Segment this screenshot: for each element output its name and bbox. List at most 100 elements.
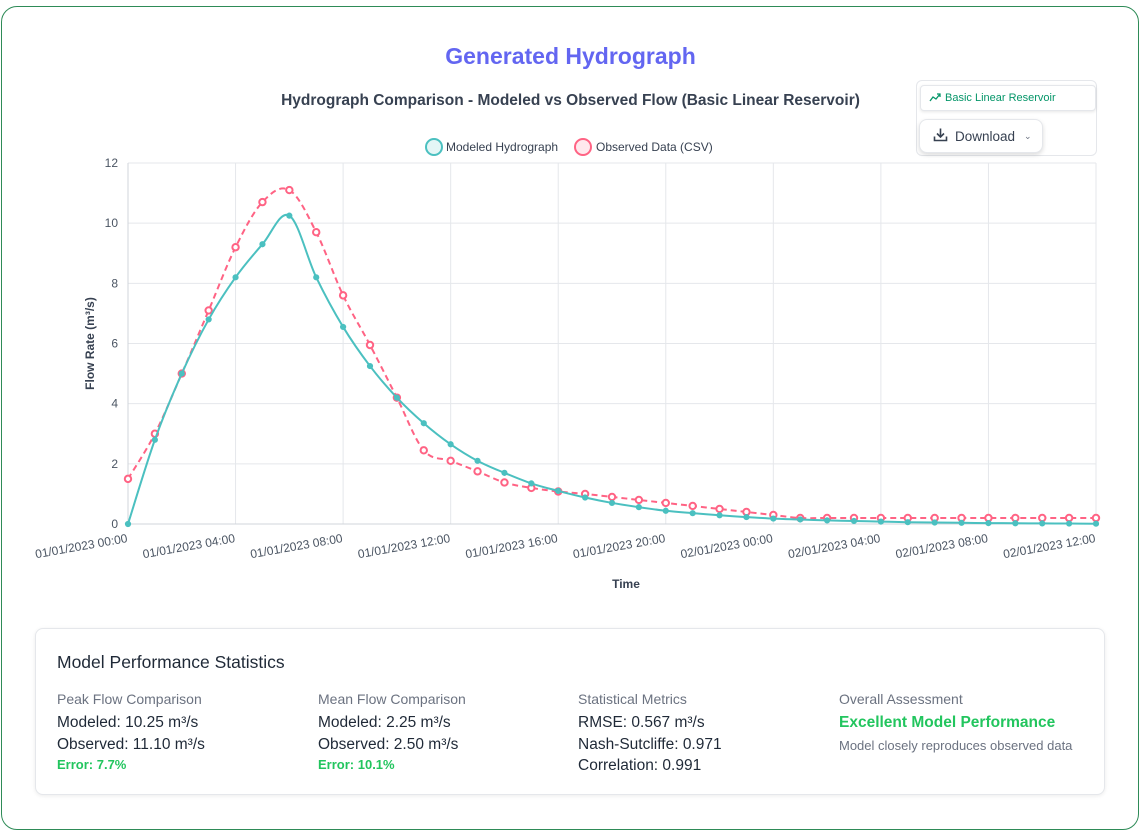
y-tick-label: 4 — [111, 397, 118, 411]
data-point[interactable] — [1012, 520, 1019, 527]
data-point[interactable] — [877, 518, 884, 525]
legend-label: Observed Data (CSV) — [596, 140, 713, 154]
metrics-label: Statistical Metrics — [578, 691, 687, 707]
data-point[interactable] — [340, 323, 347, 331]
data-point[interactable] — [931, 519, 938, 526]
data-point[interactable] — [501, 469, 508, 476]
series-line — [127, 187, 1096, 520]
chart-series — [123, 185, 1101, 528]
data-point[interactable] — [1092, 520, 1100, 527]
data-point[interactable] — [743, 513, 750, 521]
data-point[interactable] — [338, 291, 348, 300]
data-point[interactable] — [555, 487, 562, 495]
data-point[interactable] — [634, 495, 644, 505]
mean-observed: Observed: 2.50 m³/s — [318, 735, 459, 753]
data-point[interactable] — [607, 492, 617, 502]
legend-item-modeled[interactable]: Modeled Hydrograph — [425, 138, 558, 156]
data-point[interactable] — [313, 274, 320, 281]
peak-observed: Observed: 11.10 m³/s — [57, 735, 205, 753]
data-point[interactable] — [608, 499, 616, 507]
data-point[interactable] — [123, 474, 133, 484]
metrics-section: Statistical Metrics RMSE: 0.567 m³/s Nas… — [578, 691, 833, 777]
y-tick-label: 2 — [111, 457, 118, 471]
legend-swatch — [425, 138, 443, 156]
assessment-section: Overall Assessment Excellent Model Perfo… — [839, 691, 1094, 753]
series-modeled — [124, 212, 1100, 528]
chart-line-icon — [929, 92, 941, 105]
stats-title: Model Performance Statistics — [57, 652, 285, 672]
x-tick-label: 01/01/2023 16:00 — [464, 531, 559, 561]
data-point[interactable] — [365, 340, 375, 350]
data-point[interactable] — [770, 515, 777, 522]
data-point[interactable] — [204, 306, 213, 315]
y-tick-label: 12 — [105, 156, 119, 170]
x-tick-label: 01/01/2023 12:00 — [357, 531, 452, 561]
data-point[interactable] — [178, 370, 185, 377]
correlation-value: Correlation: 0.991 — [578, 757, 702, 774]
data-point[interactable] — [447, 441, 454, 448]
data-point[interactable] — [662, 507, 669, 514]
peak-flow-section: Peak Flow Comparison Modeled: 10.25 m³/s… — [57, 691, 312, 772]
x-tick-label: 01/01/2023 00:00 — [34, 531, 129, 561]
series-observed — [123, 185, 1101, 523]
nse-value: Nash-Sutcliffe: 0.971 — [578, 735, 722, 753]
data-point[interactable] — [1091, 513, 1101, 523]
peak-error: Error: 7.7% — [57, 757, 127, 772]
rmse-value: RMSE: 0.567 m³/s — [578, 714, 705, 731]
data-point[interactable] — [635, 504, 642, 511]
chevron-down-icon: ⌄ — [1024, 130, 1032, 141]
chart-toolbox: Basic Linear Reservoir Download ⌄ — [916, 80, 1097, 156]
data-point[interactable] — [824, 517, 831, 524]
data-point[interactable] — [232, 274, 239, 281]
data-point[interactable] — [1039, 520, 1046, 527]
data-point[interactable] — [1066, 520, 1073, 527]
chart-axes: 0 2 4 6 8 10 12 01/01/2023 00:00 01/01/2023 04:0… — [34, 156, 1097, 591]
data-point[interactable] — [258, 197, 267, 207]
legend-item-observed[interactable]: Observed Data (CSV) — [574, 138, 713, 156]
data-point[interactable] — [797, 516, 804, 523]
data-point[interactable] — [528, 480, 535, 487]
data-point[interactable] — [205, 316, 212, 323]
data-point[interactable] — [904, 519, 911, 526]
data-point[interactable] — [689, 510, 696, 517]
y-tick-label: 8 — [111, 276, 118, 290]
data-point[interactable] — [151, 436, 158, 443]
data-point[interactable] — [312, 227, 321, 237]
data-point[interactable] — [958, 519, 965, 526]
data-point[interactable] — [285, 185, 294, 195]
data-point[interactable] — [688, 501, 697, 511]
data-point[interactable] — [286, 212, 293, 219]
x-tick-label: 02/01/2023 04:00 — [787, 531, 882, 561]
data-point[interactable] — [446, 456, 455, 466]
data-point[interactable] — [366, 362, 374, 370]
data-point[interactable] — [419, 446, 428, 455]
series-line — [127, 213, 1097, 525]
download-icon — [933, 127, 948, 145]
data-point[interactable] — [716, 512, 723, 519]
data-point[interactable] — [715, 504, 724, 514]
data-point[interactable] — [124, 520, 132, 528]
peak-modeled: Modeled: 10.25 m³/s — [57, 714, 199, 731]
download-button[interactable]: Download ⌄ — [919, 119, 1043, 153]
data-point[interactable] — [393, 394, 400, 401]
download-label: Download — [955, 128, 1016, 144]
chart-grid — [127, 162, 1097, 525]
data-point[interactable] — [850, 517, 858, 525]
assessment-label: Overall Assessment — [839, 691, 963, 707]
data-point[interactable] — [1064, 513, 1074, 523]
model-tag[interactable]: Basic Linear Reservoir — [920, 85, 1096, 111]
x-tick-label: 02/01/2023 08:00 — [895, 531, 990, 561]
data-point[interactable] — [231, 243, 240, 252]
peak-flow-label: Peak Flow Comparison — [57, 691, 202, 707]
data-point[interactable] — [582, 494, 589, 501]
chart-legend[interactable]: Modeled Hydrograph Observed Data (CSV) — [425, 138, 713, 156]
data-point[interactable] — [420, 420, 427, 427]
data-point[interactable] — [661, 498, 670, 508]
data-point[interactable] — [473, 467, 482, 476]
data-point[interactable] — [1038, 513, 1047, 523]
mean-error: Error: 10.1% — [318, 757, 395, 772]
data-point[interactable] — [474, 457, 481, 464]
data-point[interactable] — [500, 478, 509, 487]
data-point[interactable] — [985, 519, 992, 527]
data-point[interactable] — [259, 241, 266, 248]
